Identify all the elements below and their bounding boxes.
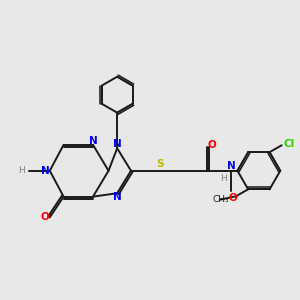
Text: O: O — [228, 193, 237, 203]
Text: H: H — [18, 166, 25, 175]
Text: N: N — [88, 136, 97, 146]
Text: N: N — [41, 166, 50, 176]
Text: H: H — [220, 174, 227, 183]
Text: N: N — [113, 139, 122, 149]
Text: Cl: Cl — [284, 139, 295, 148]
Text: N: N — [113, 192, 122, 202]
Text: CH₃: CH₃ — [212, 195, 229, 204]
Text: S: S — [157, 159, 164, 169]
Text: N: N — [227, 160, 236, 171]
Text: O: O — [40, 212, 49, 222]
Text: O: O — [208, 140, 217, 150]
